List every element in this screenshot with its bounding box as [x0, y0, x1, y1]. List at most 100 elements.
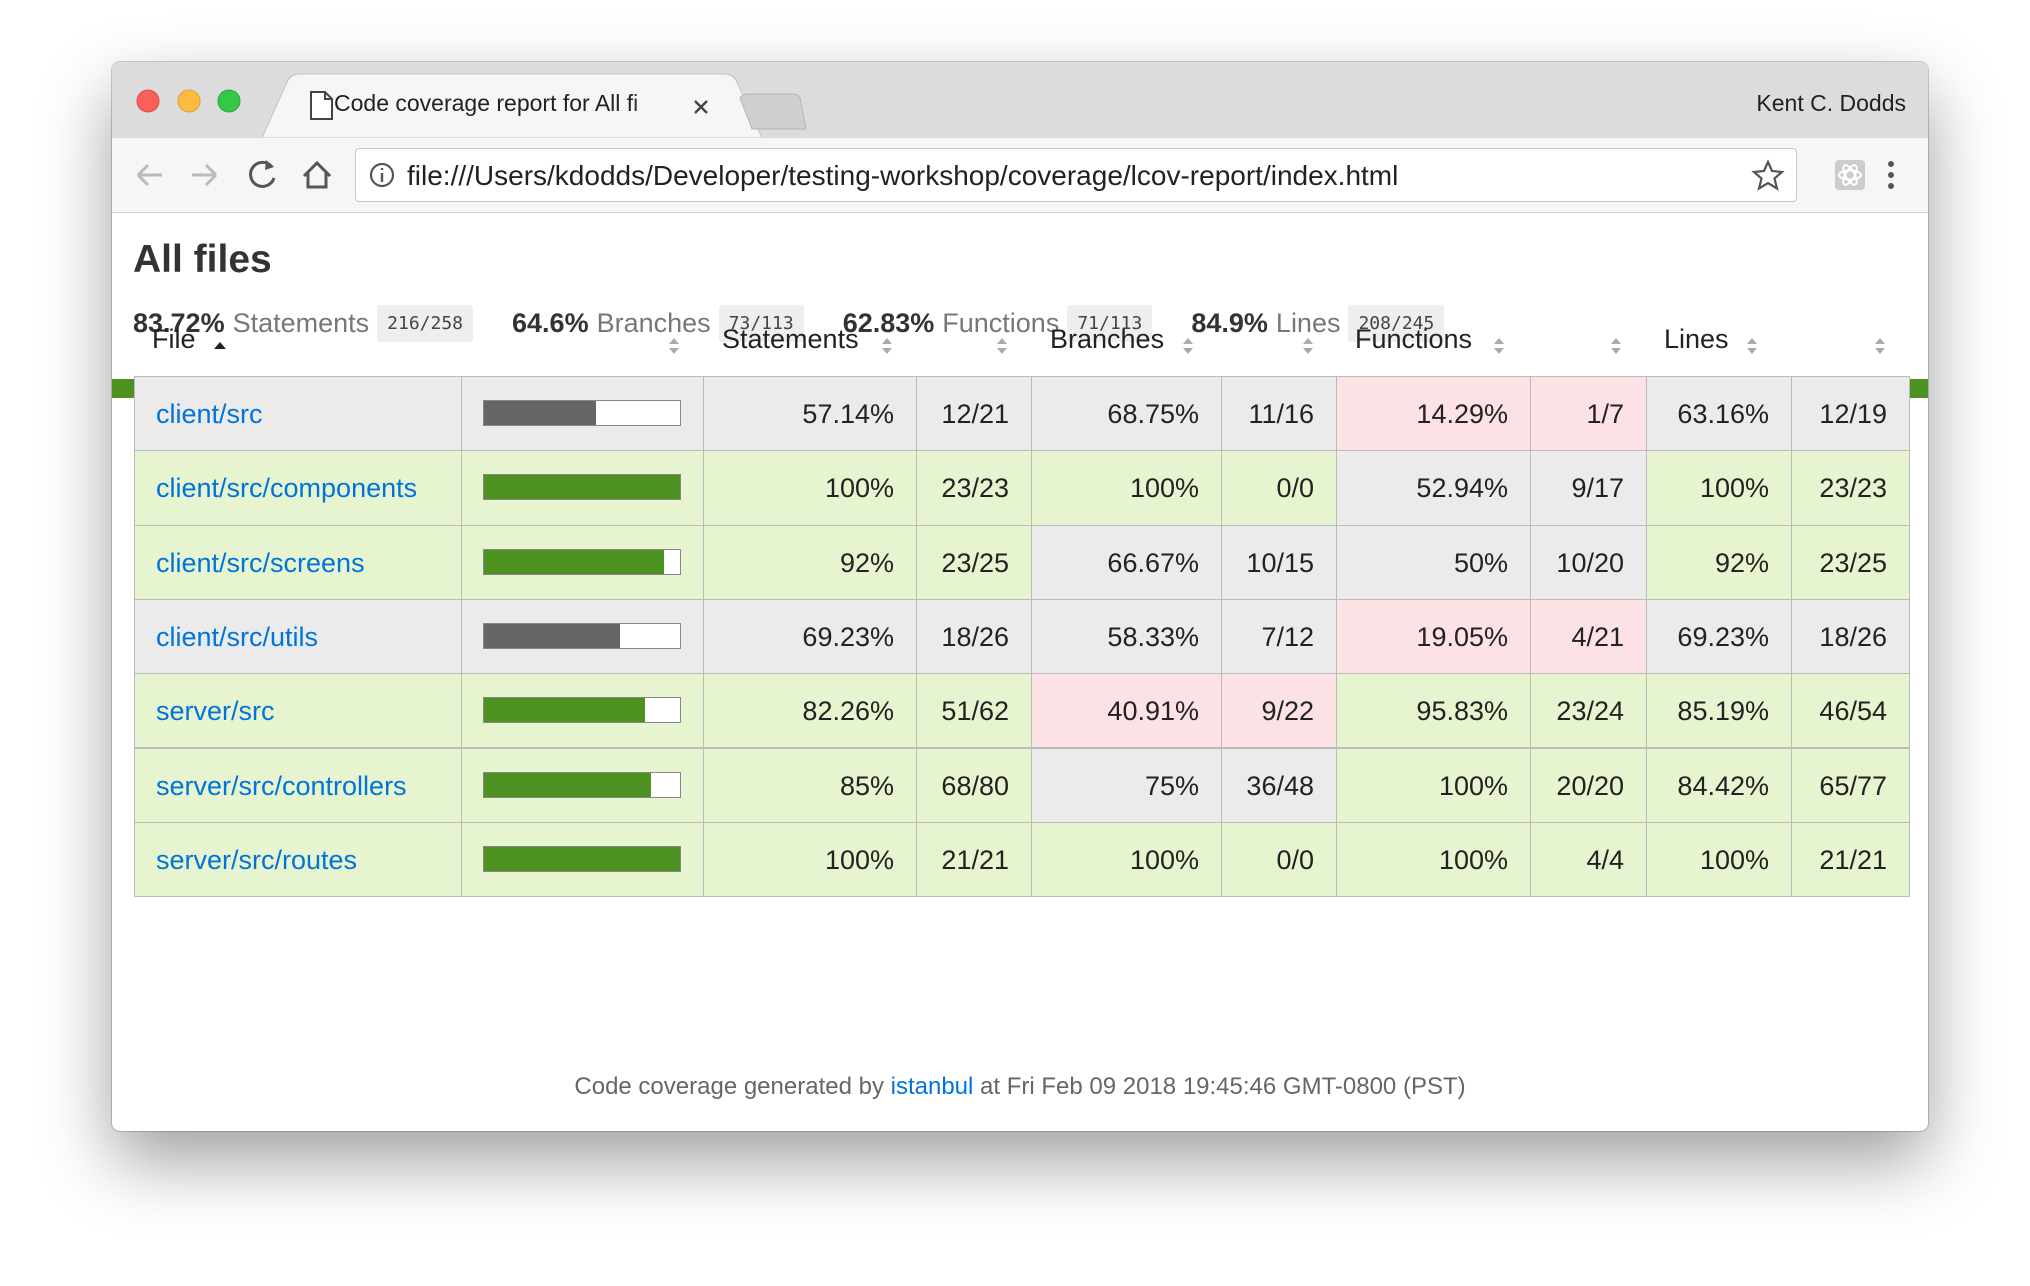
- lines-fraction: 23/23: [1791, 450, 1910, 526]
- sort-glyph: [1303, 338, 1313, 354]
- file-link[interactable]: client/src/utils: [156, 621, 319, 652]
- summary-fraction: 71/113: [1067, 305, 1153, 342]
- zoom-button[interactable]: [217, 89, 241, 113]
- file-cell: client/src/utils: [134, 598, 462, 675]
- bar-cell: [461, 376, 704, 452]
- extension-icon[interactable]: [1835, 160, 1865, 190]
- functions-fraction: 20/20: [1530, 747, 1647, 823]
- file-cell: server/src/controllers: [134, 747, 462, 823]
- lines-fraction: 18/26: [1791, 598, 1910, 675]
- statements-fraction: 21/21: [916, 821, 1032, 898]
- functions-fraction: 4/21: [1530, 598, 1647, 675]
- column-header[interactable]: Statements: [722, 324, 859, 354]
- lines-fraction: 12/19: [1791, 376, 1910, 452]
- column-header[interactable]: File: [152, 324, 196, 354]
- sort-glyph: [882, 338, 892, 354]
- branches-fraction: 0/0: [1221, 450, 1337, 526]
- coverage-fill: [484, 549, 665, 574]
- footer: Code coverage generated by istanbul at F…: [112, 1073, 1928, 1101]
- functions-pct: 14.29%: [1336, 376, 1531, 452]
- bar-cell: [461, 450, 704, 526]
- summary: 83.72% Statements 216/258 64.6% Branches 73/1…: [133, 305, 1483, 342]
- sort-icon[interactable]: [1491, 334, 1507, 358]
- coverage-bar: [483, 771, 681, 798]
- coverage-bar: [483, 845, 681, 872]
- branches-fraction: 7/12: [1221, 598, 1337, 675]
- file-link[interactable]: server/src/controllers: [156, 770, 407, 801]
- functions-pct: 50%: [1336, 524, 1531, 600]
- column-header[interactable]: Branches: [1050, 324, 1165, 354]
- sort-icon[interactable]: [1744, 334, 1760, 358]
- home-button[interactable]: [302, 160, 332, 189]
- active-tab[interactable]: [261, 73, 763, 138]
- summary-name: Branches: [596, 308, 711, 338]
- statements-pct: 85%: [703, 747, 917, 823]
- functions-pct: 100%: [1336, 821, 1531, 898]
- statements-fraction: 12/21: [916, 376, 1032, 452]
- file-cell: client/src/screens: [134, 524, 462, 600]
- summary-pct: 64.6%: [512, 308, 589, 338]
- info-icon[interactable]: [369, 162, 395, 188]
- lines-pct: 100%: [1646, 450, 1792, 526]
- sort-glyph: [1747, 338, 1757, 354]
- coverage-fill: [484, 623, 620, 648]
- sort-glyph: [214, 342, 226, 349]
- file-link[interactable]: client/src/screens: [156, 547, 365, 578]
- footer-text: Code coverage generated by: [574, 1073, 884, 1100]
- coverage-bar: [483, 622, 681, 649]
- sort-icon[interactable]: [879, 334, 895, 358]
- sort-asc-icon[interactable]: [212, 334, 228, 358]
- statements-pct: 92%: [703, 524, 917, 600]
- branches-fraction: 0/0: [1221, 821, 1337, 898]
- footer-link[interactable]: istanbul: [890, 1073, 974, 1100]
- minimize-button[interactable]: [177, 89, 201, 113]
- summary-pct: 62.83%: [842, 308, 935, 338]
- summary-item: 64.6% Branches 73/113: [512, 305, 804, 342]
- branches-pct: 40.91%: [1031, 673, 1222, 749]
- bar-cell: [461, 598, 704, 675]
- new-tab[interactable]: [739, 93, 807, 130]
- bookmark-star[interactable]: [1751, 159, 1785, 191]
- lines-fraction: 23/25: [1791, 524, 1910, 600]
- functions-pct: 52.94%: [1336, 450, 1531, 526]
- summary-name: Statements: [232, 308, 370, 338]
- close-button[interactable]: [136, 89, 160, 113]
- forward-button[interactable]: [192, 163, 218, 187]
- profile-name[interactable]: Kent C. Dodds: [1756, 90, 1906, 116]
- address-bar[interactable]: file:///Users/kdodds/Developer/testing-w…: [355, 148, 1797, 202]
- reload-button[interactable]: [249, 160, 276, 188]
- tab-bar-icons: [136, 73, 807, 138]
- tab-close[interactable]: [694, 100, 708, 114]
- sort-icon[interactable]: [1300, 334, 1316, 358]
- column-header[interactable]: Functions: [1355, 324, 1473, 354]
- coverage-bar: [483, 474, 681, 501]
- sort-icon[interactable]: [994, 334, 1010, 358]
- statements-fraction: 18/26: [916, 598, 1032, 675]
- statements-pct: 82.26%: [703, 673, 917, 749]
- file-link[interactable]: client/src/components: [156, 473, 418, 504]
- bar-cell: [461, 747, 704, 823]
- page-icon: [310, 91, 333, 120]
- sort-icon[interactable]: [1872, 334, 1888, 358]
- sort-icon[interactable]: [1180, 334, 1196, 358]
- sort-icon[interactable]: [666, 334, 682, 358]
- bar-cell: [461, 673, 704, 749]
- browser-window: Code coverage report for All fi Kent C. …: [112, 62, 1928, 1131]
- statements-pct: 100%: [703, 821, 917, 898]
- file-link[interactable]: server/src/routes: [156, 844, 358, 875]
- branches-pct: 68.75%: [1031, 376, 1222, 452]
- sort-icon[interactable]: [1608, 334, 1624, 358]
- summary-pct: 84.9%: [1191, 308, 1268, 338]
- file-link[interactable]: client/src: [156, 399, 263, 429]
- statements-fraction: 23/25: [916, 524, 1032, 600]
- file-link[interactable]: server/src: [156, 696, 275, 727]
- functions-fraction: 1/7: [1530, 376, 1647, 452]
- summary-pct: 83.72%: [133, 308, 225, 338]
- menu-button[interactable]: [1888, 161, 1894, 189]
- coverage-fill: [484, 475, 680, 500]
- sort-glyph: [1611, 338, 1621, 354]
- back-button[interactable]: [136, 163, 162, 187]
- summary-fraction: 73/113: [718, 305, 804, 342]
- column-header[interactable]: Lines: [1664, 324, 1729, 354]
- file-cell: client/src/components: [134, 450, 462, 526]
